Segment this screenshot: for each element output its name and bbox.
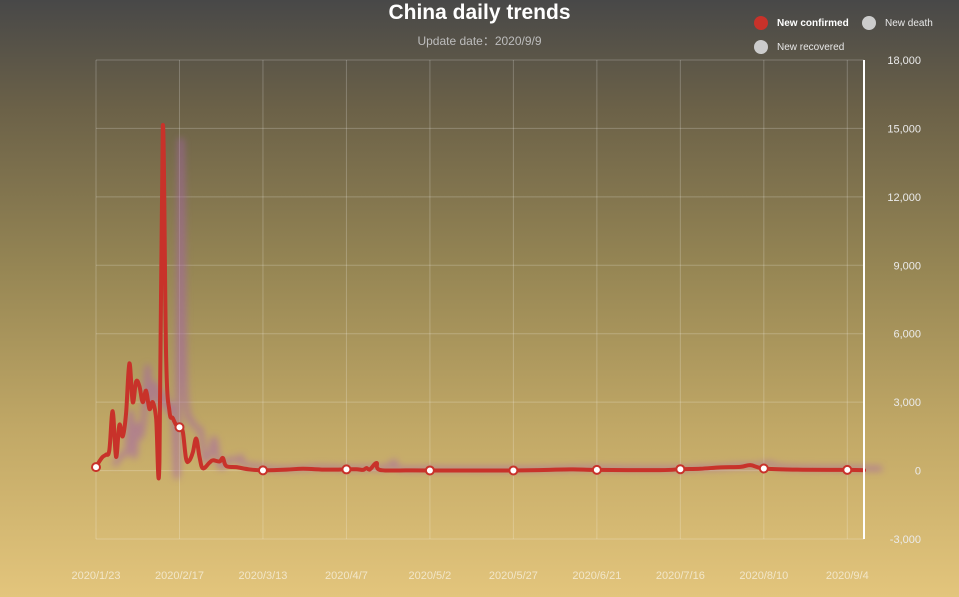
series-line-new-confirmed (94, 122, 866, 481)
data-point-marker (424, 465, 435, 476)
y-tick-label: 0 (915, 466, 921, 478)
y-tick-label: 15,000 (887, 123, 921, 135)
data-point-marker (758, 463, 769, 474)
x-tick-label: 2020/9/4 (826, 570, 869, 582)
y-tick-label: 6,000 (893, 329, 921, 341)
legend-item-new-death[interactable]: New death (862, 16, 933, 30)
unselected-series-ghost (111, 137, 883, 480)
x-tick-label: 2020/7/16 (656, 570, 705, 582)
legend-dot-new-confirmed (754, 16, 768, 30)
x-tick-label: 2020/1/23 (72, 570, 121, 582)
x-tick-label: 2020/4/7 (325, 570, 368, 582)
data-point-marker (591, 464, 602, 475)
data-point-marker (91, 462, 101, 473)
legend-label-new-death: New death (885, 17, 933, 29)
y-tick-label: -3,000 (890, 534, 921, 546)
series-shadow (111, 137, 883, 480)
data-point-marker (842, 464, 853, 475)
data-point-marker (508, 465, 519, 476)
data-point-marker (174, 422, 185, 433)
y-tick-label: 3,000 (893, 397, 921, 409)
y-tick-label: 12,000 (887, 192, 921, 204)
y-tick-label: 18,000 (887, 55, 921, 67)
chart-subtitle: Update date：2020/9/9 (417, 34, 542, 48)
data-point-marker (675, 464, 686, 475)
legend-dot-new-death (862, 16, 876, 30)
x-tick-label: 2020/8/10 (739, 570, 788, 582)
x-tick-label: 2020/2/17 (155, 570, 204, 582)
legend-item-new-confirmed[interactable]: New confirmed (754, 16, 849, 30)
chart-title: China daily trends (388, 1, 571, 24)
legend-label-new-confirmed: New confirmed (777, 17, 849, 29)
x-tick-label: 2020/5/27 (489, 570, 538, 582)
data-point-marker (341, 464, 352, 475)
legend-label-new-recovered: New recovered (777, 41, 845, 53)
legend-item-new-recovered[interactable]: New recovered (754, 40, 844, 54)
data-point-marker (257, 465, 268, 476)
legend-dot-new-recovered (754, 40, 768, 54)
y-tick-label: 9,000 (893, 260, 921, 272)
x-tick-label: 2020/6/21 (572, 570, 621, 582)
x-tick-label: 2020/3/13 (238, 570, 287, 582)
x-tick-label: 2020/5/2 (408, 570, 451, 582)
